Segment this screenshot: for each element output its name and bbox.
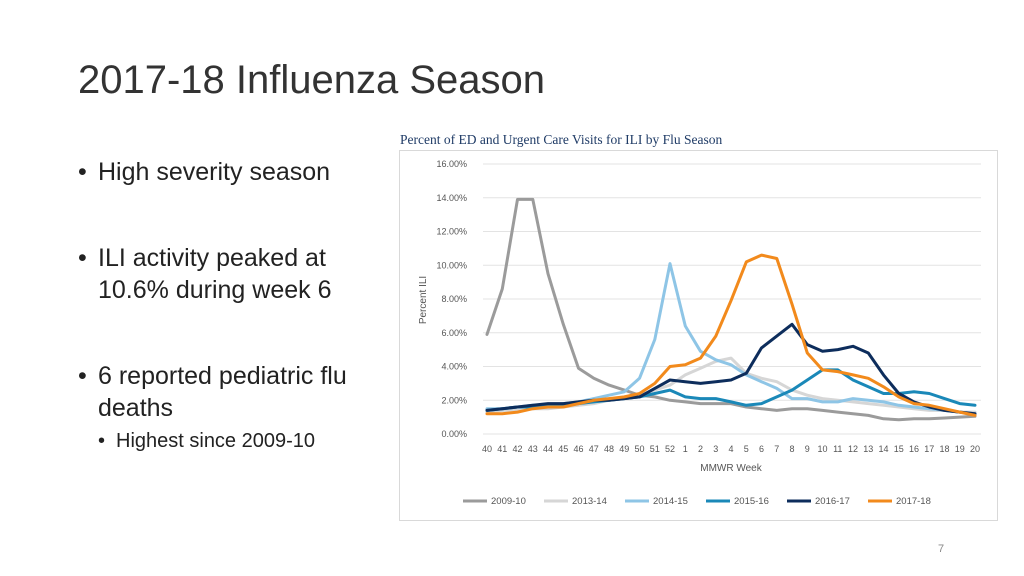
bullet-severity: High severity season (78, 156, 388, 188)
y-tick-label: 0.00% (441, 429, 467, 439)
ili-line-chart: 0.00% 2.00% 4.00% 6.00% 8.00% 10.00% 12.00% 14.… (399, 150, 998, 521)
x-tick-label: 11 (833, 444, 842, 454)
x-tick-label: 40 (482, 444, 492, 454)
bullet-severity-text: High severity season (98, 158, 331, 186)
bullet-list: High severity season ILI activity peaked… (78, 156, 388, 508)
x-tick-label: 47 (589, 444, 599, 454)
bullet-ili-peak: ILI activity peaked at 10.6% during week… (78, 242, 388, 306)
x-tick-label: 43 (528, 444, 538, 454)
sub-bullet-list: Highest since 2009-10 (98, 428, 388, 454)
legend-label-2015-16: 2015-16 (734, 496, 769, 507)
series-line-2016-17 (485, 322, 977, 416)
x-tick-label: 46 (573, 444, 583, 454)
x-tick-label: 44 (543, 444, 553, 454)
page-number: 7 (938, 543, 945, 555)
x-tick-label: 4 (728, 444, 733, 454)
y-axis-label: Percent ILI (418, 276, 429, 324)
legend-label-2013-14: 2013-14 (572, 496, 607, 507)
y-tick-label: 2.00% (441, 395, 467, 405)
x-tick-label: 13 (863, 444, 873, 454)
x-tick-label: 18 (939, 444, 949, 454)
x-tick-label: 6 (759, 444, 764, 454)
x-tick-label: 14 (878, 444, 888, 454)
x-tick-label: 9 (805, 444, 810, 454)
x-tick-label: 45 (558, 444, 568, 454)
slide-title: 2017-18 Influenza Season (78, 58, 546, 102)
x-tick-label: 20 (970, 444, 980, 454)
y-tick-label: 10.00% (436, 260, 467, 270)
bullet-pediatric-deaths: 6 reported pediatric flu deaths Highest … (78, 360, 388, 454)
y-tick-label: 14.00% (436, 193, 467, 203)
sub-bullet-highest-text: Highest since 2009-10 (116, 430, 316, 452)
x-tick-label: 17 (924, 444, 934, 454)
x-tick-label: 48 (604, 444, 614, 454)
series-line-2009-10 (485, 197, 977, 422)
x-tick-label: 7 (774, 444, 779, 454)
x-tick-label: 3 (713, 444, 718, 454)
x-axis-label: MMWR Week (700, 463, 762, 474)
series-line-2017-18 (485, 253, 977, 417)
y-tick-label: 6.00% (441, 328, 467, 338)
x-tick-label: 12 (848, 444, 858, 454)
chart-border (399, 150, 998, 521)
y-tick-label: 12.00% (436, 227, 467, 237)
x-tick-label: 41 (497, 444, 507, 454)
x-tick-label: 5 (744, 444, 749, 454)
y-tick-label: 4.00% (441, 362, 467, 372)
x-tick-label: 8 (789, 444, 794, 454)
x-tick-label: 51 (650, 444, 660, 454)
x-tick-label: 1 (683, 444, 688, 454)
legend-label-2009-10: 2009-10 (491, 496, 526, 507)
legend-label-2014-15: 2014-15 (653, 496, 688, 507)
legend-label-2016-17: 2016-17 (815, 496, 850, 507)
chart-title: Percent of ED and Urgent Care Visits for… (400, 132, 723, 147)
y-tick-label: 8.00% (441, 294, 467, 304)
x-tick-label: 19 (955, 444, 965, 454)
x-tick-label: 16 (909, 444, 919, 454)
x-tick-label: 42 (512, 444, 522, 454)
x-tick-label: 49 (619, 444, 629, 454)
sub-bullet-highest: Highest since 2009-10 (98, 428, 388, 454)
x-tick-label: 10 (817, 444, 827, 454)
bullet-pediatric-deaths-text: 6 reported pediatric flu deaths (98, 362, 347, 422)
x-tick-label: 50 (634, 444, 644, 454)
x-tick-label: 15 (894, 444, 904, 454)
y-tick-label: 16.00% (436, 159, 467, 169)
x-tick-label: 52 (665, 444, 675, 454)
bullet-ili-peak-text: ILI activity peaked at 10.6% during week… (98, 244, 332, 304)
x-tick-label: 2 (698, 444, 703, 454)
legend-label-2017-18: 2017-18 (896, 496, 931, 507)
